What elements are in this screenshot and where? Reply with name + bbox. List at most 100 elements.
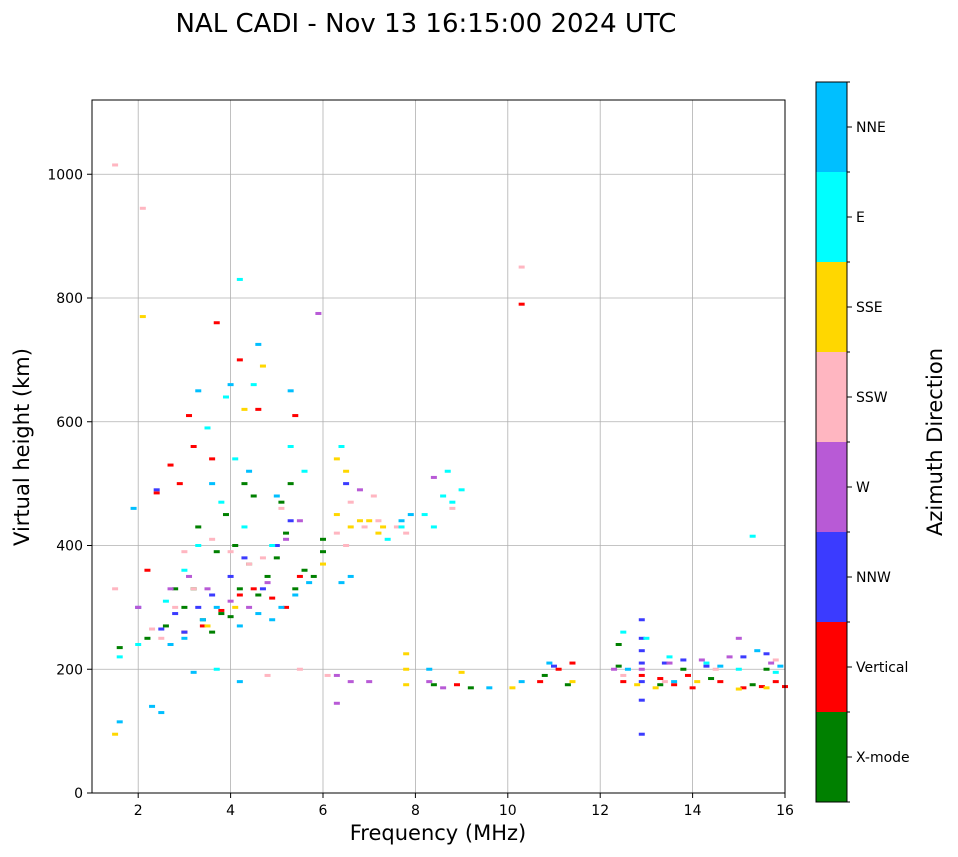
data-point <box>310 574 317 578</box>
data-point <box>135 605 142 609</box>
data-point <box>430 683 437 687</box>
data-point <box>283 531 290 535</box>
data-point <box>712 667 719 671</box>
data-point <box>661 661 668 665</box>
data-points <box>112 163 788 736</box>
data-point <box>172 587 179 591</box>
data-point <box>772 670 779 674</box>
data-point <box>241 556 248 560</box>
data-point <box>763 652 770 656</box>
data-point <box>620 673 627 677</box>
colorbar-label-item: SSE <box>856 300 883 316</box>
data-point <box>735 687 742 691</box>
data-point <box>763 686 770 690</box>
data-point <box>467 686 474 690</box>
data-point <box>269 596 276 600</box>
data-point <box>218 612 225 616</box>
data-point <box>703 661 710 665</box>
data-point <box>661 680 668 684</box>
data-point <box>176 482 183 486</box>
y-tick-label: 800 <box>56 291 83 307</box>
data-point <box>204 426 211 430</box>
data-point <box>209 537 216 541</box>
data-point <box>426 680 433 684</box>
y-tick-label: 400 <box>56 539 83 555</box>
series-x-mode <box>116 482 770 690</box>
data-point <box>232 544 239 547</box>
data-point <box>232 457 239 461</box>
data-point <box>615 643 622 646</box>
data-point <box>250 494 257 498</box>
data-point <box>624 667 631 671</box>
data-point <box>708 677 715 681</box>
data-point <box>144 568 151 572</box>
data-point <box>694 680 701 684</box>
x-tick-label: 16 <box>776 803 794 819</box>
data-point <box>204 587 211 591</box>
data-point <box>541 673 548 677</box>
data-point <box>186 574 193 578</box>
data-point <box>615 664 622 668</box>
data-point <box>246 562 253 566</box>
data-point <box>403 683 410 687</box>
data-point <box>227 383 234 387</box>
data-point <box>199 624 206 628</box>
data-point <box>116 720 123 724</box>
y-tick-label: 0 <box>74 786 83 802</box>
data-point <box>209 482 216 486</box>
data-point <box>250 587 257 591</box>
colorbar-swatch <box>816 262 847 352</box>
data-point <box>222 513 229 517</box>
data-point <box>338 581 345 585</box>
data-point <box>209 593 216 597</box>
data-point <box>236 624 243 628</box>
data-point <box>259 364 266 368</box>
data-point <box>338 445 345 448</box>
data-point <box>698 658 705 662</box>
data-point <box>407 513 414 517</box>
data-point <box>740 655 747 659</box>
data-point <box>393 525 400 529</box>
data-point <box>380 525 387 529</box>
data-point <box>777 664 784 668</box>
data-point <box>112 163 119 167</box>
data-point <box>227 615 234 619</box>
data-point <box>320 550 326 554</box>
data-point <box>255 612 262 616</box>
colorbar-label-item: NNE <box>856 120 886 136</box>
x-tick-label: 4 <box>226 803 235 819</box>
data-point <box>167 643 174 646</box>
x-tick-label: 10 <box>499 803 517 819</box>
data-point <box>149 627 156 631</box>
data-point <box>486 686 493 690</box>
data-point <box>190 587 197 591</box>
data-point <box>227 550 234 554</box>
colorbar-swatch <box>816 82 847 172</box>
data-point <box>209 630 216 634</box>
colorbar-swatch <box>816 532 847 622</box>
data-point <box>546 661 553 665</box>
data-point <box>218 500 225 504</box>
x-axis-label: Frequency (MHz) <box>350 821 526 845</box>
data-point <box>246 605 253 609</box>
colorbar: X-mode Vertical NNW W SSW SSE E NNE <box>815 81 910 803</box>
colorbar-label-item: SSW <box>856 390 888 406</box>
data-point <box>343 469 350 473</box>
data-point <box>398 525 405 529</box>
colorbar-swatch <box>816 172 847 262</box>
data-point <box>255 342 262 346</box>
data-point <box>772 658 779 662</box>
data-point <box>518 302 525 306</box>
data-point <box>241 525 248 529</box>
data-point <box>190 445 197 448</box>
data-point <box>453 683 460 687</box>
data-point <box>236 680 243 684</box>
data-point <box>333 513 340 517</box>
data-point <box>356 519 363 523</box>
data-point <box>684 673 691 677</box>
data-point <box>333 701 340 705</box>
data-point <box>255 593 262 597</box>
data-point <box>236 587 243 591</box>
data-point <box>264 574 271 578</box>
data-point <box>375 519 382 523</box>
